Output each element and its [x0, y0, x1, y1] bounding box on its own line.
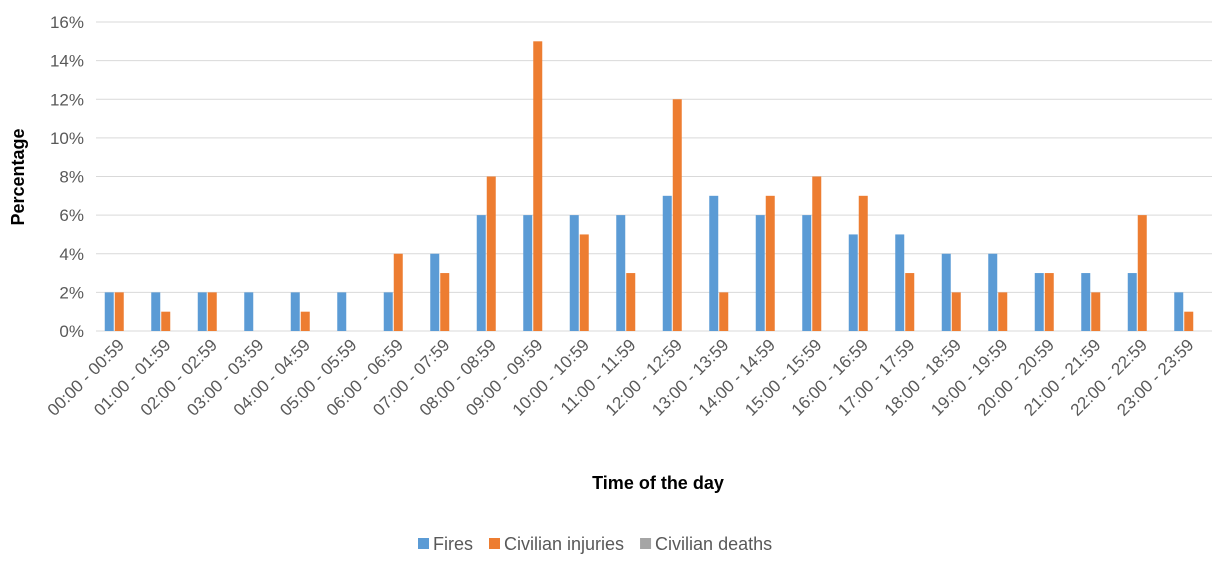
y-tick-label: 2% [59, 283, 84, 302]
bar-civilian-injuries [998, 292, 1008, 331]
gridlines [96, 21, 1212, 332]
y-tick-label: 6% [59, 206, 84, 225]
bar-civilian-injuries [300, 311, 310, 331]
bar-civilian-injuries [626, 273, 636, 331]
bar-fires [1174, 292, 1184, 331]
bar-fires [290, 292, 300, 331]
bar-civilian-injuries [161, 311, 171, 331]
x-axis-title: Time of the day [592, 473, 724, 493]
y-tick-label: 8% [59, 168, 84, 187]
bar-fires [476, 215, 486, 331]
bar-fires [383, 292, 393, 331]
bar-civilian-injuries [765, 195, 775, 331]
bar-civilian-injuries [393, 253, 403, 331]
bar-civilian-injuries [951, 292, 961, 331]
bar-fires [569, 215, 579, 331]
legend: Fires Civilian injuries Civilian deaths [418, 534, 772, 554]
y-tick-label: 16% [50, 13, 84, 32]
bar-civilian-injuries [719, 292, 729, 331]
bar-fires [988, 253, 998, 331]
bar-civilian-injuries [1044, 273, 1054, 331]
y-tick-label: 12% [50, 90, 84, 109]
y-tick-label: 0% [59, 322, 84, 341]
bar-civilian-injuries [858, 195, 868, 331]
bar-civilian-injuries [579, 234, 589, 331]
bar-civilian-injuries [207, 292, 217, 331]
bar-fires [1034, 273, 1044, 331]
legend-swatch [418, 538, 429, 549]
bar-fires [1127, 273, 1137, 331]
bar-fires [755, 215, 765, 331]
bar-fires [523, 215, 533, 331]
y-tick-label: 14% [50, 52, 84, 71]
bar-fires [895, 234, 905, 331]
bar-fires [337, 292, 347, 331]
bar-fires [662, 195, 672, 331]
bar-civilian-injuries [672, 99, 682, 331]
y-axis-title: Percentage [8, 128, 28, 225]
legend-label: Civilian deaths [655, 534, 772, 554]
bar-fires [709, 195, 719, 331]
y-tick-label: 4% [59, 245, 84, 264]
bar-fires [848, 234, 858, 331]
bar-fires [802, 215, 812, 331]
bar-civilian-injuries [812, 176, 822, 331]
bar-civilian-injuries [1137, 215, 1147, 331]
bar-civilian-injuries [905, 273, 915, 331]
bar-fires [104, 292, 114, 331]
y-tick-label: 10% [50, 129, 84, 148]
bar-fires [616, 215, 626, 331]
y-tick-labels: 0% 2% 4% 6% 8% 10% 12% 14% 16% [50, 13, 84, 341]
bar-civilian-injuries [440, 273, 450, 331]
legend-label: Civilian injuries [504, 534, 624, 554]
bar-fires [197, 292, 207, 331]
bar-civilian-injuries [114, 292, 124, 331]
bar-civilian-injuries [1091, 292, 1101, 331]
bar-fires [1081, 273, 1091, 331]
bar-fires [430, 253, 440, 331]
bar-civilian-injuries [533, 41, 543, 331]
legend-swatch [489, 538, 500, 549]
bar-civilian-injuries [486, 176, 496, 331]
legend-label: Fires [433, 534, 473, 554]
bar-fires [244, 292, 254, 331]
bar-fires [151, 292, 161, 331]
bar-civilian-injuries [1184, 311, 1194, 331]
bar-fires [941, 253, 951, 331]
bars [104, 41, 1194, 331]
legend-swatch [640, 538, 652, 549]
